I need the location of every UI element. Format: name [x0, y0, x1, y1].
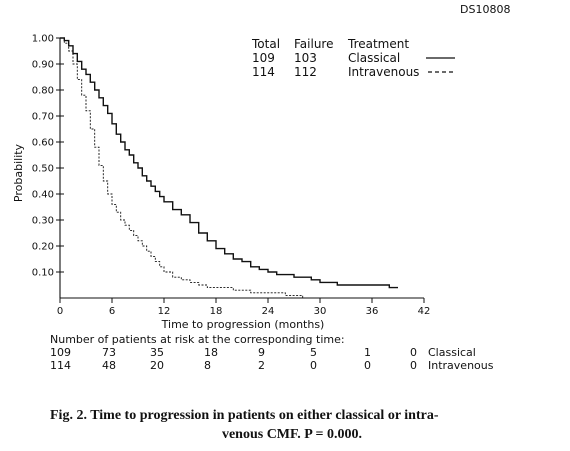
- x-tick-label: 30: [314, 306, 327, 317]
- legend-header-total: Total: [251, 37, 280, 51]
- legend-classical-failure: 103: [294, 51, 317, 65]
- legend-intravenous-failure: 112: [294, 65, 317, 79]
- risk-intravenous-value: 48: [102, 359, 116, 372]
- caption-line-2: venous CMF. P = 0.000.: [222, 427, 362, 442]
- series-intravenous-line: [60, 37, 304, 298]
- risk-classical-value: 109: [50, 346, 71, 359]
- legend-intravenous-total: 114: [252, 65, 275, 79]
- x-tick-label: 6: [109, 306, 115, 317]
- y-tick-label: 0.90: [32, 60, 54, 71]
- risk-table-title: Number of patients at risk at the corres…: [50, 333, 345, 346]
- x-tick-label: 18: [210, 306, 223, 317]
- legend-header-failure: Failure: [294, 37, 333, 51]
- risk-classical-value: 0: [410, 346, 417, 359]
- x-tick-label: 24: [262, 306, 275, 317]
- y-tick-label: 0.30: [32, 216, 54, 227]
- legend-header-treatment: Treatment: [347, 37, 409, 51]
- risk-intravenous-value: 0: [310, 359, 317, 372]
- risk-classical-value: 73: [102, 346, 116, 359]
- y-tick-label: 0.10: [32, 268, 54, 279]
- series-layer: [60, 37, 398, 298]
- y-tick-label: 0.60: [32, 138, 54, 149]
- x-axis-label: Time to progression (months): [161, 318, 325, 331]
- caption-line-1: Fig. 2. Time to progression in patients …: [50, 408, 439, 423]
- y-tick-label: 0.20: [32, 242, 54, 253]
- risk-intravenous-value: 2: [258, 359, 265, 372]
- x-ticks: 0 6 12 18 24 30 36 42: [57, 298, 431, 317]
- risk-intravenous-label: Intravenous: [428, 359, 494, 372]
- risk-intravenous-value: 20: [150, 359, 164, 372]
- y-tick-label: 0.80: [32, 86, 54, 97]
- risk-intravenous-value: 0: [364, 359, 371, 372]
- risk-intravenous-value: 114: [50, 359, 71, 372]
- legend-table: Total Failure Treatment 109 103 Classica…: [251, 37, 455, 79]
- series-classical-line: [60, 37, 398, 289]
- risk-classical-value: 18: [204, 346, 218, 359]
- x-tick-label: 12: [158, 306, 171, 317]
- x-tick-label: 42: [418, 306, 431, 317]
- risk-classical-label: Classical: [428, 346, 476, 359]
- x-tick-label: 36: [366, 306, 379, 317]
- risk-classical-value: 9: [258, 346, 265, 359]
- figure-id: DS10808: [460, 3, 510, 16]
- y-tick-label: 1.00: [32, 34, 54, 45]
- risk-intravenous-value: 0: [410, 359, 417, 372]
- legend-classical-total: 109: [252, 51, 275, 65]
- y-axis-label: Probability: [12, 143, 25, 202]
- y-tick-label: 0.40: [32, 190, 54, 201]
- risk-classical-value: 1: [364, 346, 371, 359]
- risk-intravenous-value: 8: [204, 359, 211, 372]
- legend-classical-treatment: Classical: [348, 51, 400, 65]
- risk-classical-value: 5: [310, 346, 317, 359]
- y-tick-label: 0.70: [32, 112, 54, 123]
- y-tick-label: 0.50: [32, 164, 54, 175]
- legend-intravenous-treatment: Intravenous: [348, 65, 419, 79]
- y-ticks: 0.10 0.20 0.30 0.40 0.50 0.60 0.70 0.80 0.90 1.00: [32, 34, 64, 279]
- risk-classical-value: 35: [150, 346, 164, 359]
- x-tick-label: 0: [57, 306, 63, 317]
